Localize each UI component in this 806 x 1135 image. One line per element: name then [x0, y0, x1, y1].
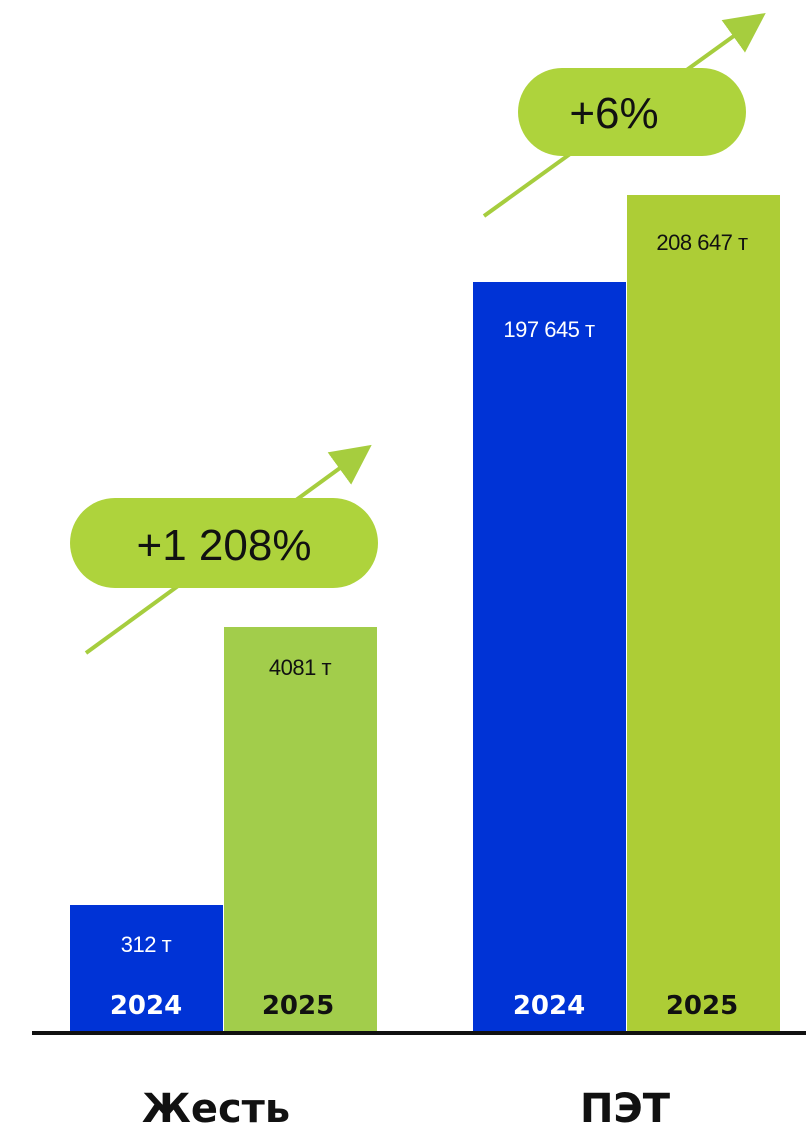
growth-badge-jest-text: +1 208% [137, 521, 312, 570]
bar-pet-2024 [473, 282, 626, 1033]
category-label-jest: Жесть [142, 1086, 290, 1132]
year-label-pet-2025: 2025 [666, 991, 738, 1021]
growth-badge-pet-text: +6% [569, 89, 658, 138]
value-label-jest-2024: 312 т [121, 932, 172, 957]
year-label-jest-2024: 2024 [110, 991, 182, 1021]
growth-badge-pet [518, 68, 746, 156]
value-label-pet-2025: 208 647 т [656, 230, 748, 255]
bar-jest-2024 [70, 905, 223, 1033]
bar-jest-2025 [224, 627, 377, 1033]
growth-badge-jest [70, 498, 378, 588]
category-label-pet: ПЭТ [580, 1086, 671, 1132]
year-label-jest-2025: 2025 [262, 991, 334, 1021]
year-label-pet-2024: 2024 [513, 991, 585, 1021]
value-label-jest-2025: 4081 т [269, 655, 332, 680]
value-label-pet-2024: 197 645 т [503, 317, 595, 342]
bar-pet-2025 [627, 195, 780, 1033]
